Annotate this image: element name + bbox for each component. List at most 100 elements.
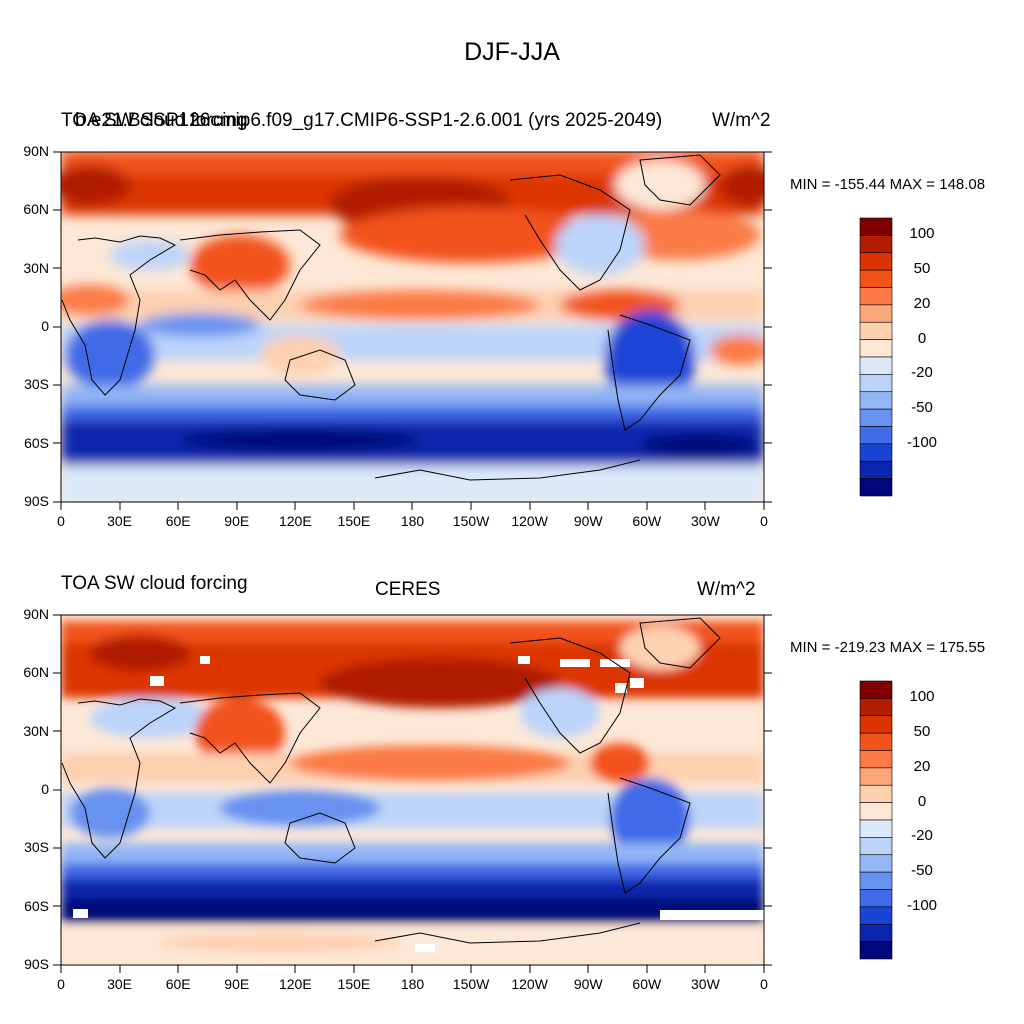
ticks-ceres	[53, 614, 772, 973]
panel-units: W/m^2	[712, 110, 771, 131]
colorbar-swatch	[859, 906, 893, 925]
colorbar-swatch	[859, 784, 893, 803]
colorbar-swatch	[859, 767, 893, 786]
lon-tick-label: 150E	[337, 976, 371, 992]
lon-tick-label: 60W	[632, 976, 662, 992]
colorbar-swatch	[859, 889, 893, 908]
colorbar-swatch	[859, 374, 893, 393]
colorbar-label: 100	[909, 225, 935, 243]
colorbar-label: -100	[906, 433, 938, 451]
lon-tick-label: 60W	[632, 513, 662, 529]
colorbar-swatch	[859, 287, 893, 306]
colorbar-swatch	[859, 854, 893, 873]
colorbar-label: 100	[909, 688, 935, 706]
colorbar-model	[859, 217, 893, 497]
coastlines-ceres	[61, 617, 721, 944]
colorbar-label: -20	[911, 827, 933, 845]
lon-tick-label: 0	[57, 976, 65, 992]
lat-tick-label: 90N	[23, 606, 49, 622]
colorbar-swatch	[859, 269, 893, 288]
lat-tick-label: 60S	[24, 897, 49, 914]
colorbar-swatch	[859, 304, 893, 323]
colorbar-label: -20	[911, 364, 933, 382]
lon-tick-label: 90W	[573, 976, 603, 992]
colorbar-label: 20	[913, 294, 931, 312]
panel-left-title: TOA SW cloud forcing	[61, 573, 248, 594]
colorbar-label: 0	[917, 329, 927, 347]
colorbar-label: 50	[913, 723, 931, 741]
lat-tick-label: 0	[41, 318, 49, 334]
lon-tick-label: 150W	[452, 513, 490, 529]
map-plot-ceres	[53, 614, 893, 973]
panel-center-title: CERES	[375, 579, 441, 600]
minmax-label: MIN = -155.44 MAX = 148.08	[790, 176, 986, 193]
lon-tick-label: 120E	[278, 513, 312, 529]
lon-tick-label: 180	[400, 976, 425, 992]
contour-field-model	[61, 152, 764, 502]
colorbar-swatch	[859, 802, 893, 821]
lon-tick-label: 150W	[452, 976, 490, 992]
coastlines-model	[61, 154, 721, 481]
colorbar-label: 0	[917, 792, 927, 810]
minmax-label: MIN = -219.23 MAX = 175.55	[790, 639, 986, 656]
colorbar-swatch	[859, 321, 893, 340]
panel-left-title: TOA SW cloud forcing	[61, 110, 248, 131]
lon-tick-label: 90W	[573, 513, 603, 529]
panel-units: W/m^2	[697, 579, 756, 600]
lat-tick-label: 0	[41, 781, 49, 797]
lon-tick-label: 120W	[511, 513, 548, 529]
lon-tick-label: 120W	[511, 976, 548, 992]
colorbar-swatch	[859, 408, 893, 427]
lon-tick-label: 30W	[691, 513, 720, 529]
lon-tick-label: 90E	[224, 976, 250, 992]
lon-tick-label: 120E	[278, 976, 312, 992]
colorbar-swatch	[859, 217, 893, 236]
lat-tick-label: 30N	[23, 722, 49, 739]
lon-tick-label: 0	[760, 976, 768, 992]
lat-tick-label: 60N	[23, 664, 49, 681]
colorbar-swatch	[859, 443, 893, 462]
colorbar-swatch	[859, 252, 893, 271]
colorbar-label: -100	[906, 896, 938, 914]
colorbar-label: -50	[911, 862, 933, 880]
colorbar-label: 20	[913, 757, 931, 775]
colorbar-swatch	[859, 819, 893, 838]
lat-tick-label: 60N	[23, 201, 49, 218]
colorbar-swatch	[859, 478, 893, 497]
lon-tick-label: 60E	[165, 513, 191, 529]
contour-field-ceres	[61, 615, 764, 965]
lat-tick-label: 30N	[23, 259, 49, 276]
colorbar-swatch	[859, 235, 893, 254]
colorbar-swatch	[859, 923, 893, 942]
map-plot-model	[53, 151, 893, 510]
lat-tick-label: 90S	[24, 956, 49, 972]
ticks-model	[53, 151, 772, 510]
colorbar-swatch	[859, 356, 893, 375]
lat-tick-label: 90N	[23, 143, 49, 159]
colorbar-swatch	[859, 732, 893, 751]
lon-tick-label: 30E	[107, 513, 133, 529]
lat-tick-label: 30S	[24, 839, 49, 856]
lat-tick-label: 60S	[24, 434, 49, 451]
panel-center-title: b.e21.BSSP126cmip6.f09_g17.CMIP6-SSP1-2.…	[75, 110, 663, 131]
lon-tick-label: 0	[57, 513, 65, 529]
colorbar-label: -50	[911, 399, 933, 417]
colorbar-swatch	[859, 941, 893, 960]
colorbar-swatch	[859, 750, 893, 769]
lon-tick-label: 30E	[107, 976, 133, 992]
colorbar-swatch	[859, 680, 893, 699]
lon-tick-label: 90E	[224, 513, 250, 529]
lon-tick-label: 180	[400, 513, 425, 529]
colorbar-ceres	[859, 680, 893, 960]
lon-tick-label: 0	[760, 513, 768, 529]
colorbar-swatch	[859, 871, 893, 890]
colorbar-swatch	[859, 837, 893, 856]
colorbar-swatch	[859, 698, 893, 717]
colorbar-swatch	[859, 339, 893, 358]
lat-tick-label: 30S	[24, 376, 49, 393]
colorbar-label: 50	[913, 260, 931, 278]
colorbar-swatch	[859, 715, 893, 734]
lon-tick-label: 60E	[165, 976, 191, 992]
lon-tick-label: 30W	[691, 976, 720, 992]
main-title: DJF-JJA	[464, 38, 560, 66]
